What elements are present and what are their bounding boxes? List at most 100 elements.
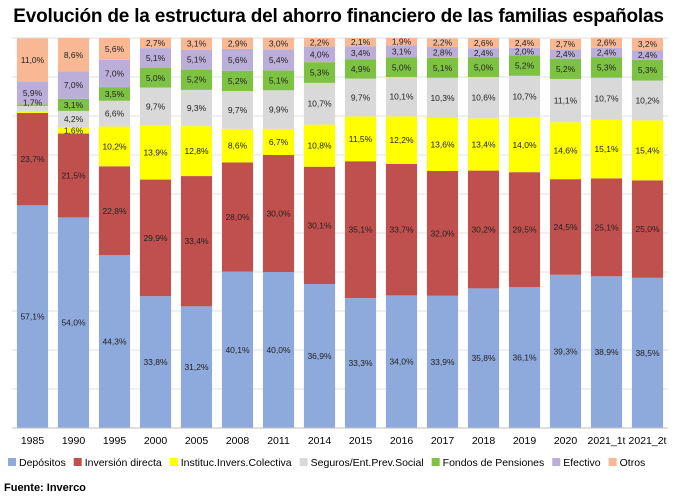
legend-swatch: [608, 458, 617, 466]
data-label: 2,1%: [351, 37, 371, 47]
x-tick-label: 2017: [431, 435, 455, 447]
bar-segment: [262, 155, 295, 272]
bar-segment: [467, 118, 500, 171]
data-label: 40,1%: [225, 345, 250, 355]
bar-segment: [180, 49, 213, 70]
bar-segment: [385, 57, 418, 77]
bar-segment: [344, 59, 377, 79]
bar-segment: [139, 87, 172, 126]
bar-segment: [16, 38, 49, 82]
bar-segment: [467, 38, 500, 49]
data-label: 34,0%: [389, 357, 414, 367]
bar-segment: [508, 75, 541, 118]
data-label: 33,4%: [184, 236, 209, 246]
x-tick-label: 2016: [390, 435, 414, 447]
bar-segment: [426, 46, 459, 58]
bar-segment: [262, 49, 295, 71]
bar-segment: [221, 70, 254, 92]
bar-segment: [549, 58, 582, 79]
bar-segment: [98, 59, 131, 88]
x-tick-label: 1985: [21, 435, 45, 447]
data-label: 57,1%: [20, 312, 45, 322]
bar-segment: [16, 81, 49, 105]
bar-segment: [180, 89, 213, 127]
data-label: 11,1%: [554, 96, 578, 106]
bar-segment: [57, 217, 90, 428]
data-label: 7,0%: [105, 68, 125, 78]
data-label: 10,7%: [307, 99, 332, 109]
data-label: 2,4%: [638, 50, 658, 60]
data-label: 3,1%: [187, 39, 207, 49]
data-label: 12,8%: [184, 146, 209, 156]
bar-segment: [139, 296, 172, 428]
data-label: 5,9%: [23, 88, 43, 98]
bar-segment: [57, 71, 90, 99]
bar-segment: [221, 48, 254, 71]
data-label: 8,6%: [64, 50, 84, 60]
data-label: 5,3%: [597, 62, 617, 72]
bar-segment: [631, 59, 664, 81]
data-label: 36,1%: [512, 353, 537, 363]
legend: Depósitos Inversión directa Instituc.Inver…: [8, 457, 645, 469]
data-label: 33,7%: [389, 225, 414, 235]
bar-segment: [303, 124, 336, 167]
bar-segment: [631, 277, 664, 428]
data-label: 13,9%: [143, 147, 168, 157]
bars: [16, 37, 664, 428]
data-label: 2,4%: [556, 49, 576, 59]
data-label: 2,8%: [433, 47, 453, 57]
legend-label: Inversión directa: [85, 457, 162, 469]
data-label: 25,0%: [635, 224, 660, 234]
data-label: 33,8%: [143, 357, 168, 367]
bar-segment: [221, 37, 254, 49]
bar-segment: [16, 110, 49, 113]
data-label: 3,0%: [269, 38, 289, 48]
data-label: 6,7%: [269, 137, 289, 147]
bar-segment: [590, 37, 623, 48]
data-label: 5,6%: [228, 55, 248, 65]
x-tick-label: 1990: [62, 435, 86, 447]
bar-segment: [508, 287, 541, 428]
data-label: 12,2%: [389, 135, 414, 145]
data-label: 4,0%: [310, 49, 330, 59]
legend-swatch: [299, 458, 308, 466]
bar-segment: [631, 38, 664, 51]
data-label: 36,9%: [307, 351, 332, 361]
bar-segment: [16, 105, 49, 111]
bar-segment: [139, 48, 172, 69]
data-label: 10,6%: [471, 93, 496, 103]
legend-label: Instituc.Invers.Colectiva: [181, 457, 292, 469]
bar-segment: [549, 78, 582, 123]
bar-segment: [180, 176, 213, 307]
bar-segment: [98, 126, 131, 167]
data-label: 11,5%: [349, 134, 373, 144]
legend-label: Seguros/Ent.Prev.Social: [311, 457, 424, 469]
data-label: 54,0%: [61, 318, 86, 328]
data-label: 35,8%: [471, 353, 496, 363]
data-label: 5,1%: [146, 53, 166, 63]
data-label: 5,2%: [228, 76, 248, 86]
bar-segment: [303, 284, 336, 428]
data-label: 38,5%: [635, 348, 660, 358]
data-label: 33,3%: [348, 358, 373, 368]
bar-segment: [426, 57, 459, 78]
data-label: 5,3%: [638, 65, 658, 75]
data-label: 10,8%: [307, 141, 332, 151]
data-label: 39,3%: [553, 346, 578, 356]
data-label: 3,1%: [392, 46, 412, 56]
data-label: 2,7%: [556, 39, 576, 49]
data-label: 22,8%: [102, 206, 127, 216]
data-label: 15,1%: [594, 144, 619, 154]
legend-label: Efectivo: [563, 457, 601, 469]
bar-segment: [385, 163, 418, 296]
bar-segment: [549, 38, 582, 50]
x-tick-label: 2019: [513, 435, 537, 447]
data-label: 5,0%: [474, 62, 494, 72]
x-tick-label: 2011: [267, 435, 290, 447]
data-label: 2,6%: [474, 38, 494, 48]
x-tick-label: 2005: [185, 435, 209, 447]
x-tick-label: 1995: [103, 435, 127, 447]
bar-segment: [16, 112, 49, 206]
data-label: 9,7%: [228, 105, 248, 115]
bar-segment: [139, 179, 172, 297]
